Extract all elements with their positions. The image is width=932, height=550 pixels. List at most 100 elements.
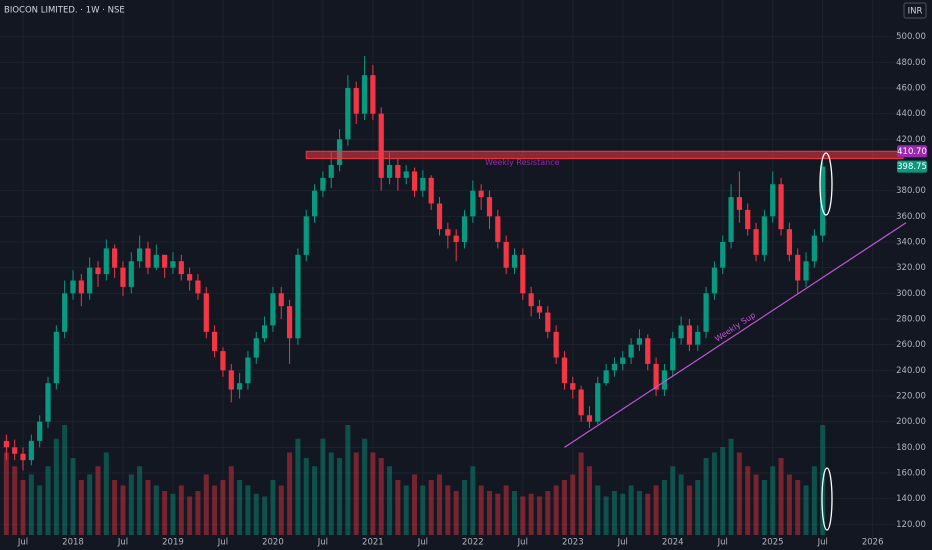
candle-body: [278, 293, 284, 307]
candle-body: [595, 383, 601, 422]
y-tick-label: 380.00: [896, 186, 926, 196]
candle-body: [87, 267, 93, 294]
candle-body: [187, 274, 193, 281]
volume-bar: [53, 438, 59, 535]
axes: 120.00 140.00 160.00 180.00 200.00 220.00 240.…: [17, 32, 927, 548]
candle-body: [570, 383, 576, 390]
x-tick-label: Jul: [517, 538, 528, 548]
candle-body: [720, 242, 726, 268]
candle-body: [411, 171, 418, 191]
volume-bar: [803, 485, 809, 535]
candle-body: [145, 248, 151, 268]
candle-body: [653, 363, 659, 390]
candle-body: [20, 453, 26, 461]
volume-bar: [570, 474, 576, 535]
volume-bar: [178, 485, 184, 535]
candle-body: [795, 254, 801, 281]
candle-body: [220, 351, 226, 371]
volume-bar: [170, 493, 176, 535]
volume-bar: [370, 452, 376, 535]
chart-title: BIOCON LIMITED. · 1W · NSE: [4, 6, 125, 16]
resistance-label: Weekly Resistance: [485, 158, 560, 167]
currency-button[interactable]: [903, 2, 927, 19]
volume-bar: [595, 485, 601, 535]
y-tick-label: 260.00: [896, 340, 926, 350]
volume-bar: [87, 474, 93, 535]
price-tag-label: 398.75: [897, 162, 927, 172]
volume-bar: [145, 480, 151, 535]
volume-bar: [320, 438, 326, 535]
volume-bar: [678, 474, 684, 535]
volume-bar: [478, 485, 484, 535]
x-tick-label: 2024: [662, 538, 684, 548]
volume-bar: [337, 458, 343, 535]
x-tick-label: Jul: [117, 538, 128, 548]
y-tick-label: 480.00: [896, 58, 926, 68]
price-tag: [897, 160, 927, 173]
candle-body: [295, 254, 301, 339]
volume-bar: [28, 474, 34, 535]
candle-body: [128, 261, 134, 287]
candle-body: [678, 325, 684, 339]
candle-body: [611, 363, 618, 371]
currency-label[interactable]: INR: [908, 7, 923, 17]
volume-bar: [636, 491, 642, 535]
y-tick-label: 220.00: [896, 392, 926, 402]
candle-body: [270, 293, 276, 326]
candle-body: [162, 254, 168, 268]
highlight-ellipse: [819, 152, 833, 216]
candle-body: [461, 216, 468, 242]
candle-body: [686, 325, 693, 345]
candle-body: [3, 440, 9, 448]
candle-body: [420, 177, 426, 191]
y-tick-label: 340.00: [896, 238, 926, 248]
volume-bar: [686, 485, 692, 535]
y-tick-label: 120.00: [896, 520, 926, 530]
candle-body: [203, 293, 209, 332]
volume-bar: [745, 466, 751, 535]
candle-body: [28, 440, 34, 461]
x-tick-label: Jul: [317, 538, 328, 548]
candle-body: [428, 177, 434, 204]
volume-bar: [362, 438, 368, 535]
candle-body: [703, 293, 709, 332]
candle-body: [695, 331, 701, 345]
volume-bar: [345, 425, 351, 535]
candle-body: [620, 357, 626, 364]
volume-bar: [645, 493, 651, 535]
candle-body: [603, 370, 609, 384]
x-tick-label: 2018: [62, 538, 84, 548]
volume-bar: [603, 496, 609, 535]
x-tick-label: 2022: [462, 538, 484, 548]
candle-body: [261, 325, 268, 339]
x-tick-label: 2020: [262, 538, 284, 548]
candle-body: [578, 389, 584, 416]
volume-bar: [611, 491, 617, 535]
volume-bar: [437, 474, 443, 535]
volume-bar: [212, 485, 218, 535]
x-tick-label: Jul: [817, 538, 828, 548]
candle-body: [403, 171, 409, 178]
support-line: [564, 222, 907, 448]
volume-bar: [511, 491, 517, 535]
volume-bar: [761, 480, 767, 535]
candle-body: [786, 229, 792, 255]
candle-body: [561, 357, 568, 384]
candle-body: [237, 383, 243, 390]
volume-bar: [528, 493, 534, 535]
volume-bar: [303, 458, 309, 535]
volume-bar: [112, 480, 118, 535]
volume-bar: [312, 466, 318, 535]
volume-bar: [20, 480, 26, 535]
volume-bar: [586, 466, 592, 535]
candle-body: [386, 165, 393, 178]
candle-body: [761, 216, 767, 255]
volume-bar: [520, 496, 526, 535]
volume-bar: [736, 452, 742, 535]
volume-bar: [695, 480, 701, 535]
volume-bar: [778, 458, 784, 535]
volume-bar: [187, 496, 193, 535]
volume-bar: [103, 452, 109, 535]
